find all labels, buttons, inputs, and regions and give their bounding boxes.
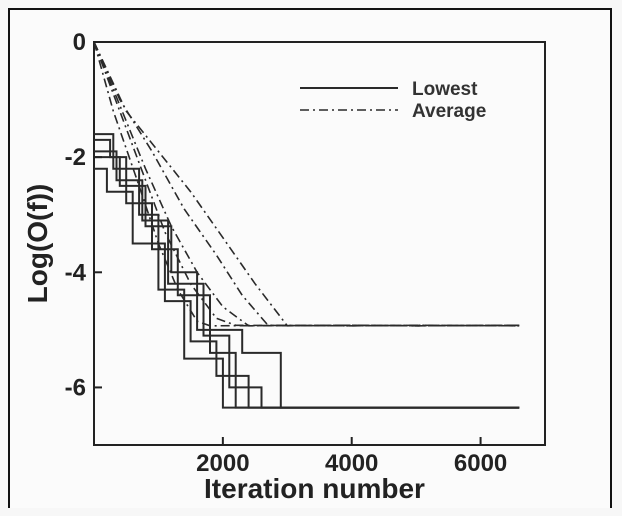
y-axis-title: Log(O(f))	[22, 184, 53, 304]
y-tick-label: -4	[65, 259, 87, 286]
series-line-average-8	[93, 41, 520, 327]
x-tick-label: 6000	[454, 450, 507, 477]
y-tick-label: -2	[65, 144, 86, 171]
y-tick-label: 0	[73, 29, 86, 56]
series-line-lowest-5	[94, 150, 520, 409]
legend-label-average: Average	[412, 101, 486, 122]
figure-frame	[8, 8, 612, 508]
x-tick-label: 4000	[325, 450, 378, 477]
series-line-lowest-1	[94, 133, 520, 409]
legend-label-lowest: Lowest	[412, 79, 478, 100]
x-tick-label: 2000	[196, 450, 249, 477]
plot-area-border	[93, 41, 546, 446]
series-line-average-10	[93, 41, 520, 327]
y-tick-label: -6	[65, 374, 86, 401]
x-axis-title: Iteration number	[204, 473, 425, 504]
series-line-average-7	[93, 41, 520, 327]
series-line-lowest-4	[94, 167, 520, 409]
